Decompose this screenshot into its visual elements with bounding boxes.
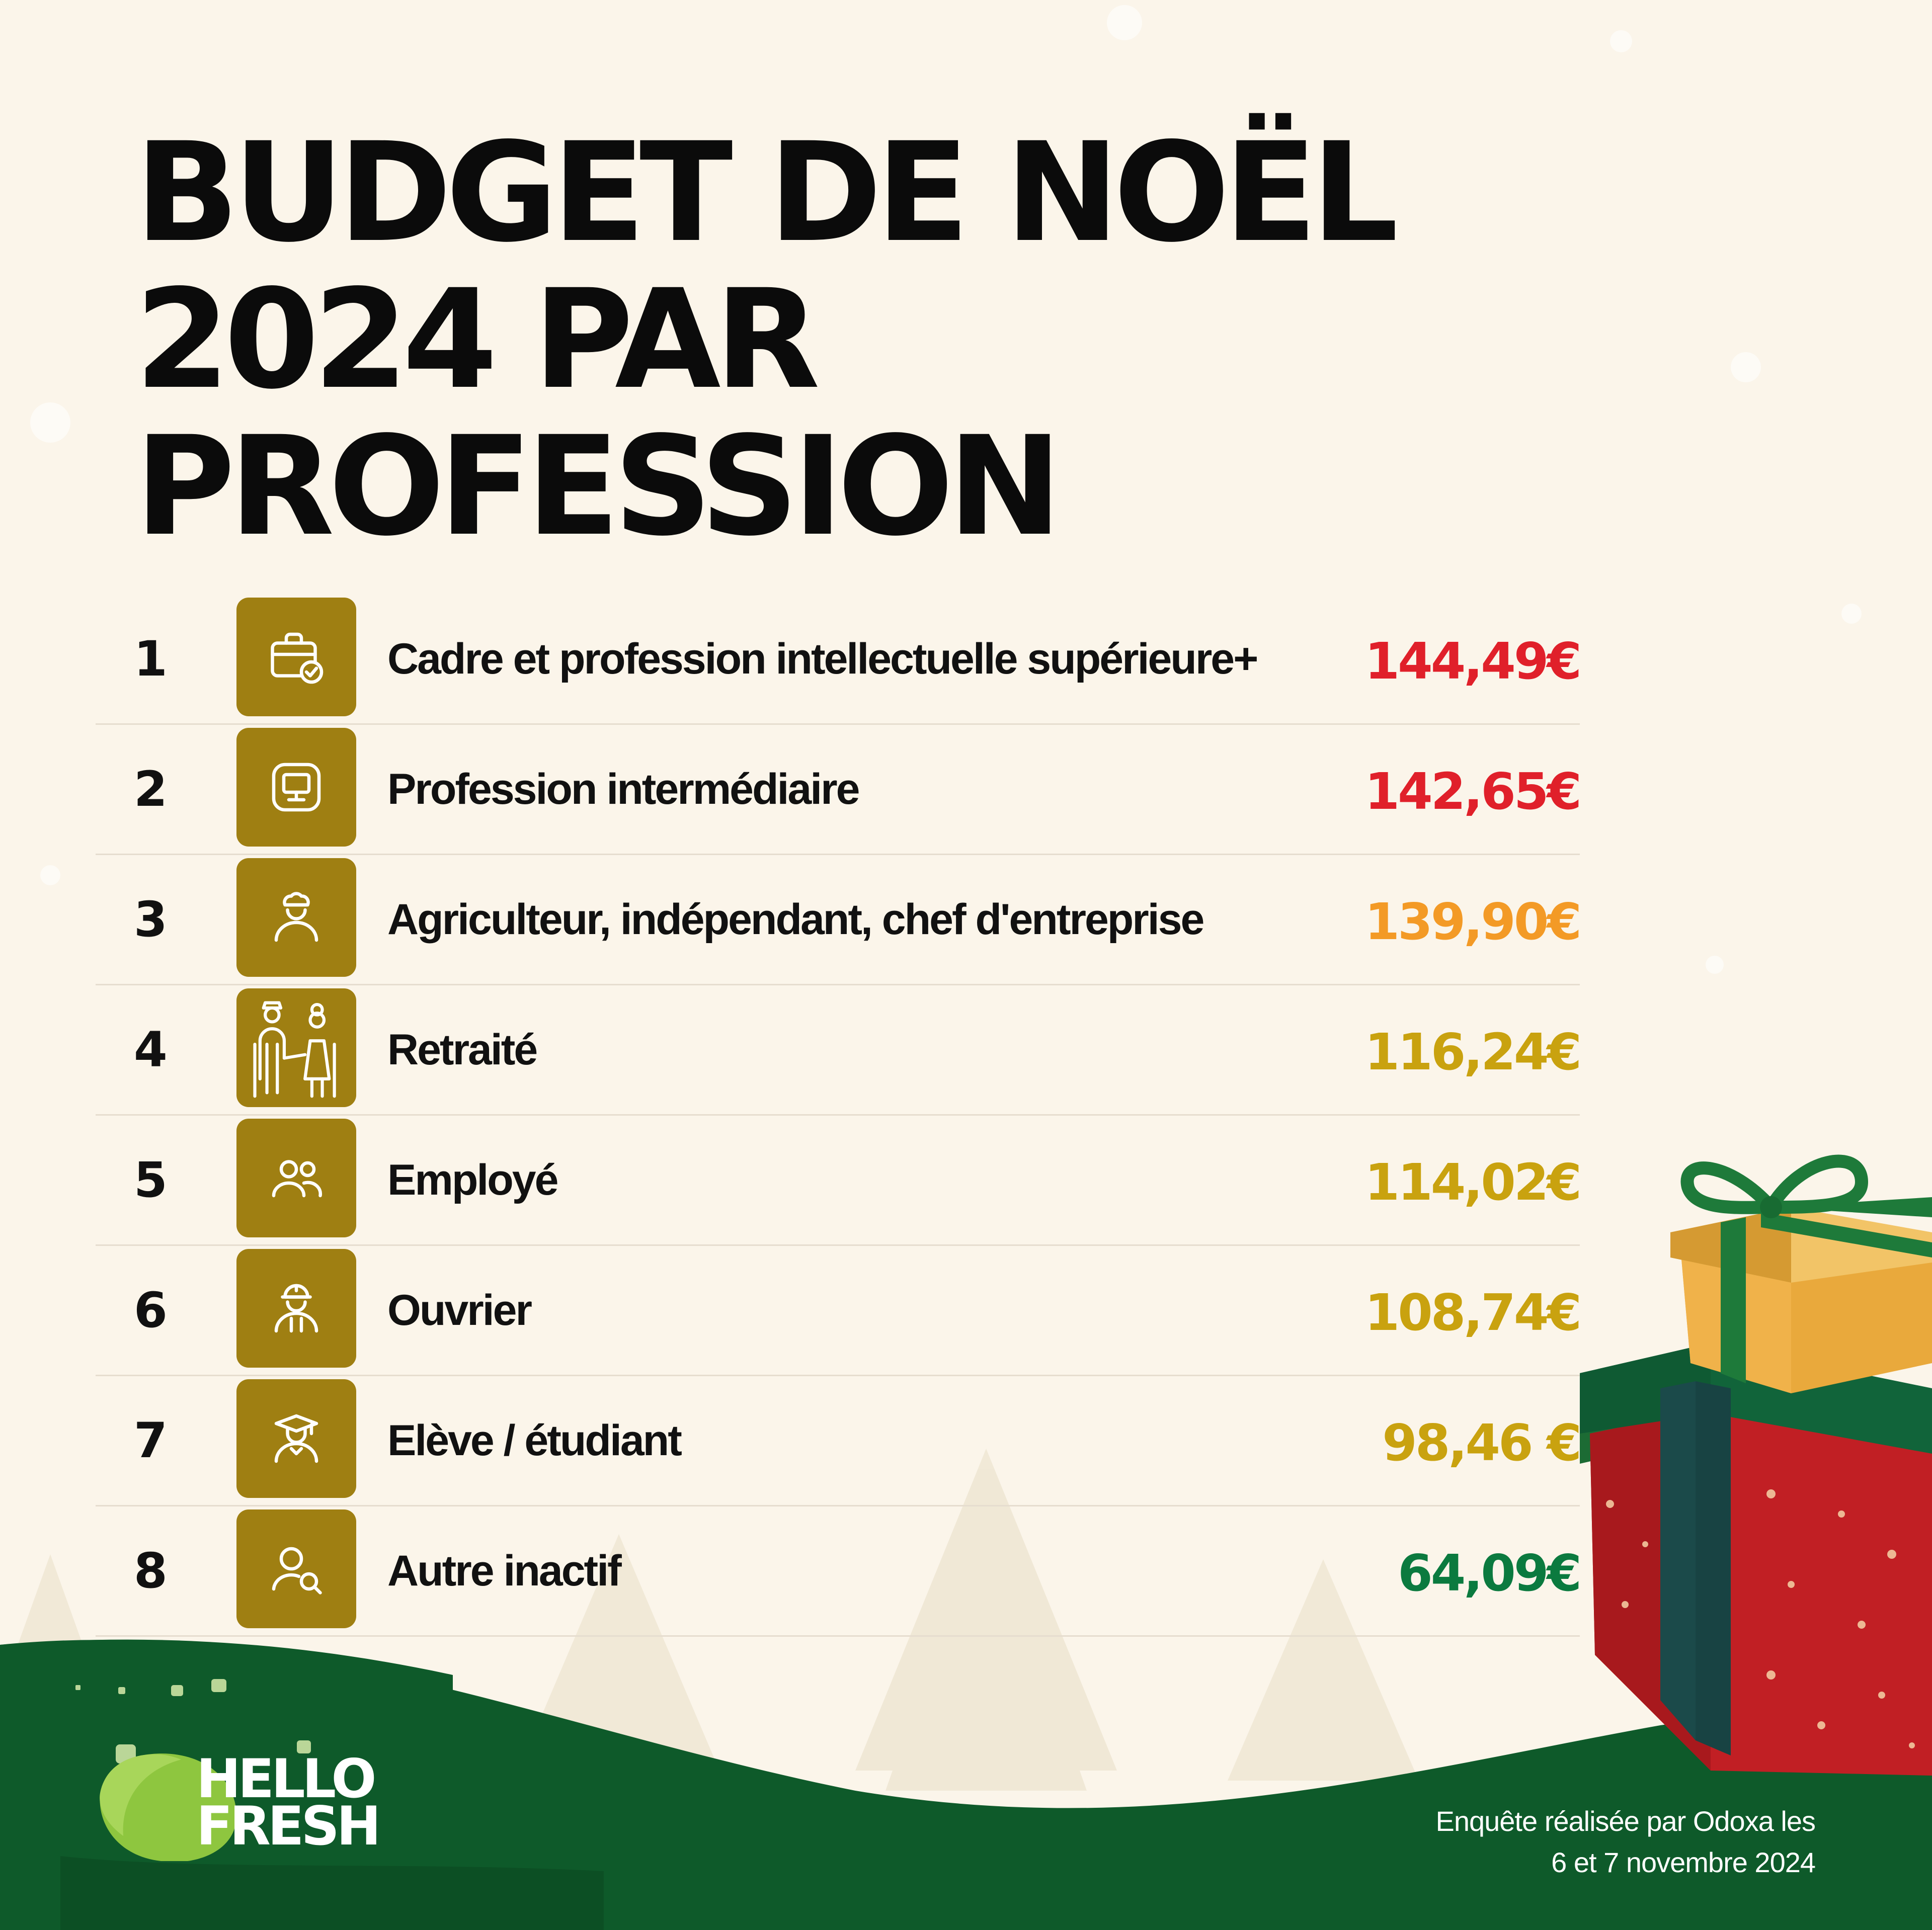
profession-label: Elève / étudiant bbox=[387, 1416, 682, 1465]
profession-label: Employé bbox=[387, 1156, 558, 1204]
chef-person-icon bbox=[236, 858, 356, 977]
brand-line-2: FRESH bbox=[196, 1795, 381, 1857]
budget-value: 139,90€ bbox=[1364, 892, 1582, 951]
budget-value: 64,09€ bbox=[1398, 1544, 1582, 1603]
person-search-icon bbox=[236, 1509, 356, 1628]
snowflake bbox=[1731, 352, 1761, 382]
source-note: Enquête réalisée par Odoxa les 6 et 7 no… bbox=[1436, 1801, 1816, 1883]
profession-label: Agriculteur, indépendant, chef d'entrepr… bbox=[387, 895, 1204, 944]
brand-line-1: HELLO bbox=[196, 1748, 377, 1810]
profession-label: Cadre et profession intellectuelle supér… bbox=[387, 635, 1258, 683]
gift-boxes-icon bbox=[1580, 1154, 1932, 1776]
budget-value: 98,46 € bbox=[1382, 1413, 1582, 1472]
profession-label: Retraité bbox=[387, 1026, 538, 1074]
budget-value: 144,49€ bbox=[1364, 632, 1582, 691]
rank-number: 8 bbox=[134, 1543, 168, 1599]
snowflake bbox=[1841, 604, 1862, 624]
title-line-1: BUDGET DE NOËL bbox=[135, 114, 1399, 273]
snowflake bbox=[1107, 5, 1142, 40]
title-line-2: 2024 PAR bbox=[135, 261, 820, 419]
budget-value: 114,02€ bbox=[1364, 1153, 1582, 1212]
graduate-student-icon bbox=[236, 1379, 356, 1498]
profession-label: Autre inactif bbox=[387, 1547, 622, 1595]
elderly-couple-icon bbox=[236, 988, 356, 1107]
worker-helmet-icon bbox=[236, 1249, 356, 1368]
budget-value: 116,24€ bbox=[1364, 1023, 1582, 1081]
profession-label: Profession intermédiaire bbox=[387, 765, 860, 813]
list-item: 7 Elève / étudiant 98,46 € bbox=[96, 1376, 1582, 1506]
monitor-icon bbox=[236, 728, 356, 847]
snowflake bbox=[1610, 30, 1632, 52]
snowflake bbox=[1706, 956, 1724, 974]
title-line-3: PROFESSION bbox=[135, 407, 1062, 566]
list-item: 2 Profession intermédiaire 142,65€ bbox=[96, 725, 1582, 855]
rank-number: 7 bbox=[134, 1412, 168, 1469]
rank-number: 3 bbox=[134, 891, 168, 948]
brand-wordmark: HELLO FRESH bbox=[196, 1748, 381, 1857]
list-item: 8 Autre inactif 64,09€ bbox=[96, 1506, 1582, 1637]
profession-label: Ouvrier bbox=[387, 1286, 532, 1334]
snowflake bbox=[30, 402, 70, 443]
page-title: BUDGET DE NOËL 2024 PAR PROFESSION bbox=[135, 114, 1399, 566]
snowflake bbox=[40, 865, 60, 885]
list-item: 4 Retraité 116,24€ bbox=[96, 985, 1582, 1116]
list-item: 5 Employé 114,02€ bbox=[96, 1116, 1582, 1246]
ranking-list: 1 Cadre et profession intellectuelle sup… bbox=[96, 595, 1582, 1637]
rank-number: 5 bbox=[134, 1152, 168, 1208]
source-line-2: 6 et 7 novembre 2024 bbox=[1551, 1847, 1816, 1878]
list-item: 1 Cadre et profession intellectuelle sup… bbox=[96, 595, 1582, 725]
rank-number: 6 bbox=[134, 1282, 168, 1338]
lime-icon bbox=[75, 1679, 311, 1861]
budget-value: 108,74€ bbox=[1364, 1283, 1582, 1342]
rank-number: 2 bbox=[134, 761, 168, 817]
briefcase-check-icon bbox=[236, 598, 356, 716]
rank-number: 1 bbox=[134, 631, 168, 687]
list-item: 3 Agriculteur, indépendant, chef d'entre… bbox=[96, 855, 1582, 985]
list-item: 6 Ouvrier 108,74€ bbox=[96, 1246, 1582, 1376]
people-icon bbox=[236, 1119, 356, 1237]
budget-value: 142,65€ bbox=[1364, 762, 1582, 821]
rank-number: 4 bbox=[134, 1022, 168, 1078]
source-line-1: Enquête réalisée par Odoxa les bbox=[1435, 1805, 1816, 1837]
